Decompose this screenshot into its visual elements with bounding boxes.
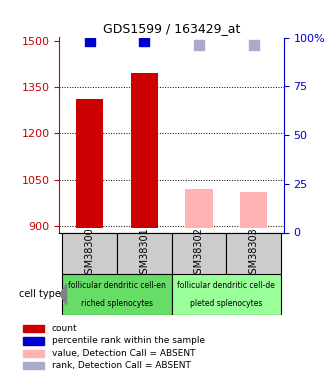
Text: GSM38303: GSM38303 <box>249 227 259 279</box>
Point <box>142 38 147 44</box>
Bar <box>23 350 44 357</box>
Bar <box>23 362 44 369</box>
Text: count: count <box>51 324 77 333</box>
Text: GSM38301: GSM38301 <box>139 227 149 279</box>
Bar <box>172 274 281 315</box>
Bar <box>23 338 44 345</box>
Bar <box>226 232 281 274</box>
Bar <box>62 274 172 315</box>
Text: follicular dendritic cell-de: follicular dendritic cell-de <box>178 281 275 290</box>
Text: riched splenocytes: riched splenocytes <box>81 299 153 308</box>
Title: GDS1599 / 163429_at: GDS1599 / 163429_at <box>103 22 240 35</box>
Point <box>251 42 256 48</box>
Text: percentile rank within the sample: percentile rank within the sample <box>51 336 205 345</box>
Text: GSM38300: GSM38300 <box>84 227 94 279</box>
Bar <box>185 189 213 228</box>
Bar <box>131 73 158 228</box>
Text: rank, Detection Call = ABSENT: rank, Detection Call = ABSENT <box>51 361 190 370</box>
Text: value, Detection Call = ABSENT: value, Detection Call = ABSENT <box>51 349 195 358</box>
Bar <box>76 99 103 228</box>
Bar <box>117 232 172 274</box>
Bar <box>62 232 117 274</box>
Point <box>196 42 202 48</box>
Text: follicular dendritic cell-en: follicular dendritic cell-en <box>68 281 166 290</box>
Bar <box>240 192 267 228</box>
Text: cell type: cell type <box>18 290 60 299</box>
Bar <box>23 325 44 332</box>
Point <box>87 38 92 44</box>
Text: GSM38302: GSM38302 <box>194 226 204 280</box>
Polygon shape <box>60 284 67 304</box>
Bar <box>172 232 226 274</box>
Text: pleted splenocytes: pleted splenocytes <box>190 299 263 308</box>
